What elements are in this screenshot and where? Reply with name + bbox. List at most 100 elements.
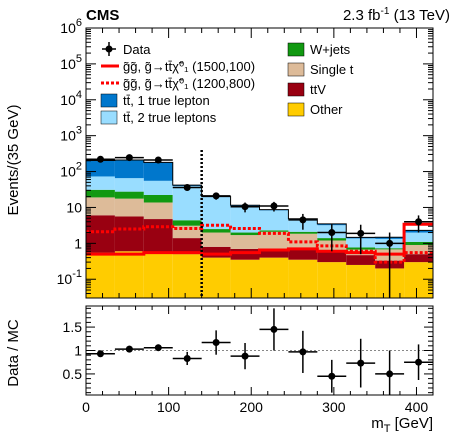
bar-wjets-bin-2: [143, 194, 173, 203]
bar-tt2l-bin-0: [86, 176, 115, 190]
data-point-10: [375, 232, 405, 298]
ratio-point-2: [143, 344, 173, 352]
bar-tt1l-bin-2: [143, 162, 173, 181]
legend-swatch-other: [287, 102, 305, 117]
bar-tt2l-bin-1: [114, 178, 144, 192]
data-point-marker: [299, 216, 307, 224]
ratio-point-marker: [357, 359, 365, 367]
x-tick-label-4: 400: [405, 399, 429, 415]
data-point-marker: [96, 155, 104, 163]
ratio-point-marker: [415, 358, 423, 366]
data-point-marker: [125, 154, 133, 162]
data-point-marker: [386, 239, 394, 247]
legend-swatch-wjets: [287, 42, 305, 57]
legend-label-other: Other: [310, 102, 343, 117]
bar-single_t-bin-1: [114, 198, 144, 217]
data-point-3: [172, 183, 202, 191]
luminosity-label: 2.3 fb-1 (13 TeV): [343, 6, 450, 24]
bar-tt1l-bin-0: [86, 160, 115, 177]
bar-ttv-bin-9: [346, 255, 376, 265]
data-point-marker: [154, 156, 162, 164]
bar-tt1l-bin-1: [114, 159, 144, 179]
legend-entry-ttv: ttV: [287, 82, 326, 97]
data-point-8: [317, 224, 347, 252]
ratio-y-tick-label-0: 0.5: [63, 366, 83, 382]
data-point-5: [230, 202, 260, 213]
legend-entry-single_t: Single t: [287, 62, 354, 77]
ratio-point-5: [230, 343, 260, 370]
data-point-9: [346, 224, 376, 255]
data-point-marker: [212, 192, 220, 200]
data-point-marker: [270, 202, 278, 210]
legend-entry-data: Data: [102, 42, 151, 57]
bar-single_t-bin-5: [230, 235, 260, 249]
legend-entry-signal_solid: g̃g̃, g̃→tt̄χ̃⁰₁ (1500,100): [101, 59, 255, 74]
legend-label-tt2l: tt̄, 2 true leptons: [123, 110, 217, 125]
ratio-y-tick-label-1: 1: [74, 343, 82, 359]
bar-single_t-bin-7: [288, 233, 318, 248]
y-tick-label-2: 10: [66, 199, 82, 215]
bar-ttv-bin-5: [230, 248, 260, 260]
bar-other-bin-6: [259, 257, 289, 298]
bar-tt2l-bin-3: [172, 186, 202, 221]
legend-label-single_t: Single t: [310, 62, 354, 77]
bar-wjets-bin-7: [288, 231, 318, 234]
bar-tt2l-bin-2: [143, 180, 173, 195]
ratio-point-0: [86, 350, 115, 358]
bar-single_t-bin-2: [143, 202, 173, 220]
ratio-point-marker: [212, 339, 220, 347]
ratio-y-axis-label: Data / MC: [5, 319, 22, 387]
ratio-point-10: [375, 350, 405, 395]
legend-swatch-single_t: [287, 62, 305, 77]
data-point-marker: [183, 183, 191, 191]
bar-other-bin-7: [288, 259, 318, 298]
bar-other-bin-5: [230, 259, 260, 298]
bar-wjets-bin-6: [259, 230, 289, 232]
y-tick-label-5: 104: [60, 89, 82, 108]
x-tick-label-2: 200: [240, 399, 264, 415]
legend-label-wjets: W+jets: [310, 42, 351, 57]
ratio-point-3: [172, 351, 202, 366]
x-tick-label-0: 0: [82, 399, 90, 415]
ratio-point-marker: [96, 350, 104, 358]
main-plot-area: [86, 149, 433, 298]
data-point-1: [114, 154, 144, 162]
legend-entry-wjets: W+jets: [287, 42, 351, 57]
ratio-point-marker: [270, 325, 278, 333]
ratio-point-9: [346, 338, 376, 388]
y-tick-label-7: 106: [60, 17, 82, 36]
bar-ttv-bin-7: [288, 247, 318, 260]
ratio-point-marker: [241, 352, 249, 360]
ratio-panel: 0 100 200 300 400 0.5 1 1.5: [63, 305, 434, 415]
ratio-plot-area: [86, 308, 433, 395]
bar-single_t-bin-4: [201, 232, 231, 247]
bar-single_t-bin-11: [404, 244, 433, 255]
legend-label-tt1l: tt̄, 1 true lepton: [123, 93, 210, 108]
y-tick-label-0: 10-1: [57, 268, 82, 287]
x-tick-label-1: 100: [157, 399, 181, 415]
data-point-marker: [241, 203, 249, 211]
legend-label-data: Data: [123, 42, 151, 57]
bar-other-bin-8: [317, 262, 347, 298]
legend-label-signal_solid: g̃g̃, g̃→tt̄χ̃⁰₁ (1500,100): [123, 59, 255, 74]
bar-wjets-bin-4: [201, 229, 231, 233]
ratio-point-marker: [154, 344, 162, 352]
ratio-point-marker: [328, 372, 336, 380]
y-tick-label-1: 1: [74, 235, 82, 251]
bar-ttv-bin-6: [259, 251, 289, 258]
bar-other-bin-0: [86, 252, 115, 298]
bar-ttv-bin-4: [201, 246, 231, 258]
ratio-y-tick-label-2: 1.5: [63, 319, 83, 335]
legend: Data g̃g̃, g̃→tt̄χ̃⁰₁ (1500,100) g̃g̃, g̃→…: [100, 42, 354, 125]
y-axis-label: Events/(35 GeV): [5, 105, 22, 216]
legend-swatch-tt1l: [100, 93, 118, 108]
experiment-label: CMS: [86, 7, 119, 24]
ratio-point-marker: [299, 348, 307, 356]
legend-entry-other: Other: [287, 102, 343, 117]
line-signal_dashed: [86, 223, 433, 264]
y-tick-label-6: 105: [60, 53, 82, 72]
bar-ttv-bin-2: [143, 219, 173, 253]
legend-swatch-tt2l: [100, 110, 118, 125]
legend-entry-tt2l: tt̄, 2 true leptons: [100, 110, 217, 125]
ratio-point-7: [288, 330, 318, 373]
